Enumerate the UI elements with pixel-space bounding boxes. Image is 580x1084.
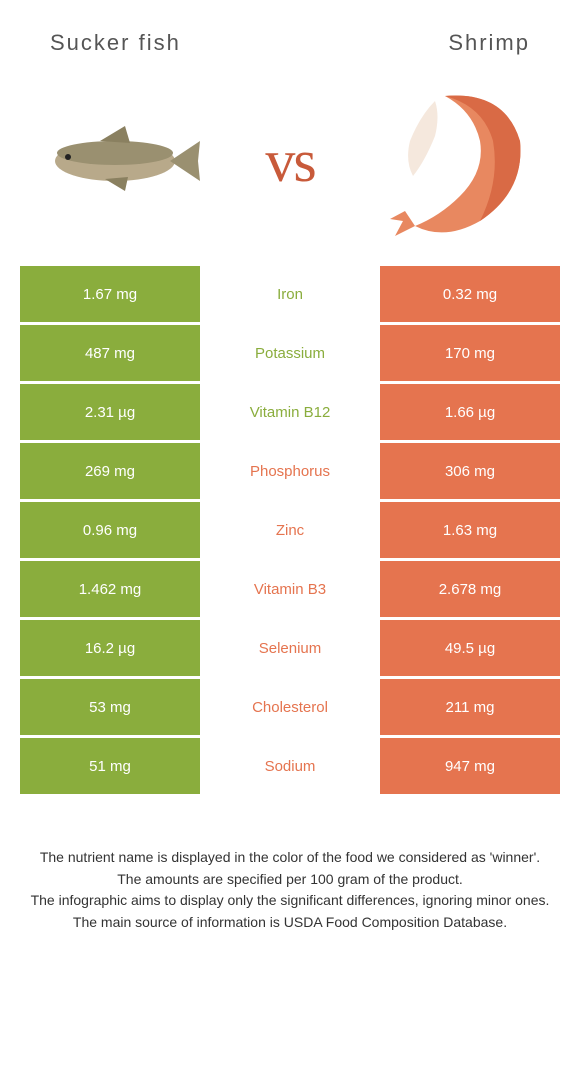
header: Sucker fish Shrimp xyxy=(0,0,580,76)
left-value: 0.96 mg xyxy=(20,502,200,558)
nutrient-label: Cholesterol xyxy=(200,679,380,735)
left-value: 269 mg xyxy=(20,443,200,499)
left-title: Sucker fish xyxy=(50,30,181,56)
nutrient-label: Potassium xyxy=(200,325,380,381)
nutrient-label: Iron xyxy=(200,266,380,322)
left-value: 487 mg xyxy=(20,325,200,381)
nutrient-label: Vitamin B12 xyxy=(200,384,380,440)
nutrient-label: Sodium xyxy=(200,738,380,794)
right-value: 2.678 mg xyxy=(380,561,560,617)
left-value: 16.2 µg xyxy=(20,620,200,676)
nutrient-label: Zinc xyxy=(200,502,380,558)
table-row: 1.67 mgIron0.32 mg xyxy=(20,266,560,322)
left-value: 1.67 mg xyxy=(20,266,200,322)
footer-line: The nutrient name is displayed in the co… xyxy=(20,847,560,869)
footer-line: The infographic aims to display only the… xyxy=(20,890,560,912)
footer-notes: The nutrient name is displayed in the co… xyxy=(0,797,580,934)
nutrient-label: Phosphorus xyxy=(200,443,380,499)
right-value: 306 mg xyxy=(380,443,560,499)
right-value: 1.66 µg xyxy=(380,384,560,440)
right-value: 1.63 mg xyxy=(380,502,560,558)
right-value: 947 mg xyxy=(380,738,560,794)
table-row: 0.96 mgZinc1.63 mg xyxy=(20,502,560,558)
shrimp-icon xyxy=(385,81,535,241)
table-row: 1.462 mgVitamin B32.678 mg xyxy=(20,561,560,617)
right-value: 49.5 µg xyxy=(380,620,560,676)
nutrient-label: Vitamin B3 xyxy=(200,561,380,617)
left-image xyxy=(30,86,210,236)
right-value: 211 mg xyxy=(380,679,560,735)
table-row: 16.2 µgSelenium49.5 µg xyxy=(20,620,560,676)
right-title: Shrimp xyxy=(448,30,530,56)
fish-icon xyxy=(30,111,210,211)
left-value: 2.31 µg xyxy=(20,384,200,440)
right-image xyxy=(370,86,550,236)
image-row: vs xyxy=(0,76,580,266)
footer-line: The main source of information is USDA F… xyxy=(20,912,560,934)
table-row: 2.31 µgVitamin B121.66 µg xyxy=(20,384,560,440)
left-value: 53 mg xyxy=(20,679,200,735)
table-row: 51 mgSodium947 mg xyxy=(20,738,560,794)
right-value: 0.32 mg xyxy=(380,266,560,322)
footer-line: The amounts are specified per 100 gram o… xyxy=(20,869,560,891)
left-value: 51 mg xyxy=(20,738,200,794)
nutrient-table: 1.67 mgIron0.32 mg487 mgPotassium170 mg2… xyxy=(0,266,580,794)
table-row: 53 mgCholesterol211 mg xyxy=(20,679,560,735)
left-value: 1.462 mg xyxy=(20,561,200,617)
vs-label: vs xyxy=(265,127,314,196)
nutrient-label: Selenium xyxy=(200,620,380,676)
table-row: 487 mgPotassium170 mg xyxy=(20,325,560,381)
right-value: 170 mg xyxy=(380,325,560,381)
table-row: 269 mgPhosphorus306 mg xyxy=(20,443,560,499)
